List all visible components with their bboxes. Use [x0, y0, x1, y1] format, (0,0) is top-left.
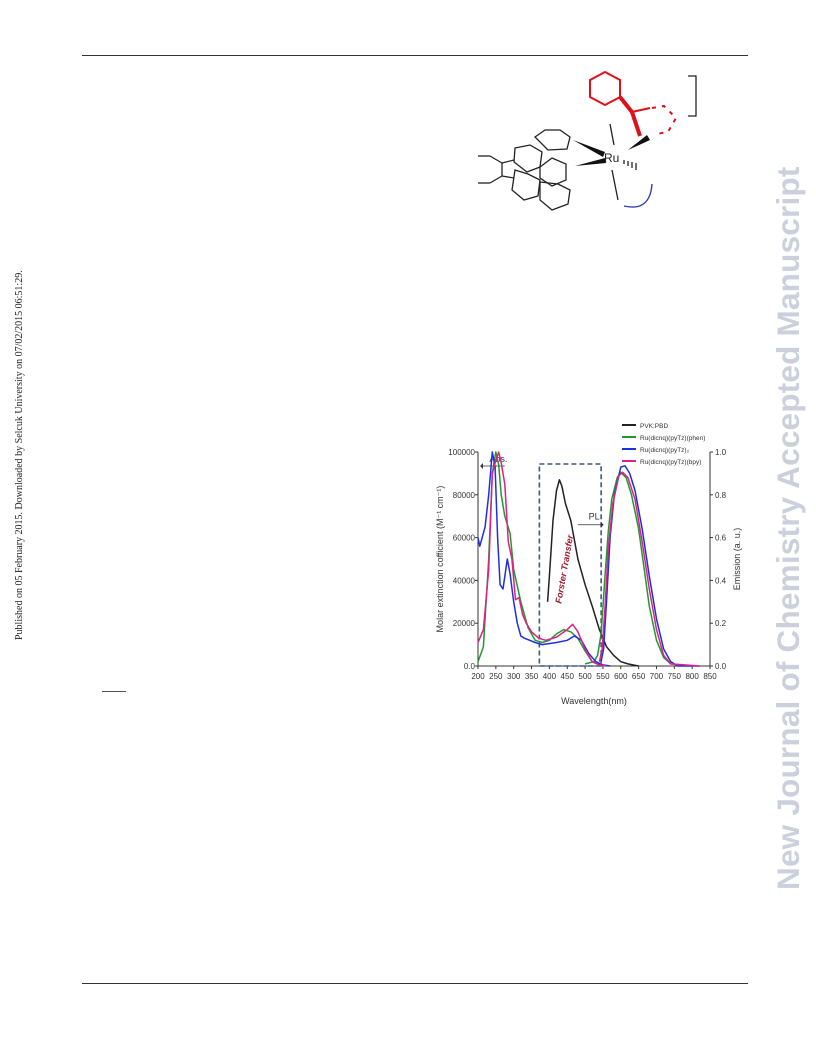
- x-axis-label: Wavelength(nm): [561, 696, 627, 706]
- header-rule: [82, 55, 748, 56]
- cyano-bond: [489, 175, 503, 184]
- highlight-bond: [618, 95, 634, 114]
- ruthenium-label: Ru: [604, 151, 619, 165]
- pl-arrowhead: [600, 521, 604, 528]
- bottom-pyridine-ring: [539, 181, 571, 211]
- x-tick-label: 350: [525, 672, 539, 681]
- x-tick-label: 850: [703, 672, 717, 681]
- x-tick-label: 200: [471, 672, 485, 681]
- wedge-bond: [575, 158, 606, 166]
- series-line-6: [598, 471, 700, 667]
- legend-label: Ru(dicnq)(pyTz)(bpy): [640, 459, 701, 466]
- cyano-bond: [501, 159, 515, 164]
- x-tick-label: 550: [596, 672, 610, 681]
- y2-tick-label: 0.6: [715, 534, 727, 543]
- hashed-bond: [623, 160, 637, 170]
- forster-transfer-label: Forster Transfer: [553, 534, 575, 605]
- forster-transfer-box: [538, 463, 602, 667]
- pl-annotation: PL: [589, 511, 600, 521]
- series-line-0: [546, 479, 639, 667]
- ru-bond: [611, 169, 619, 201]
- x-tick-label: 600: [614, 672, 628, 681]
- series-line-3: [477, 451, 611, 667]
- series-line-2: [584, 471, 693, 667]
- y-tick-label: 20000: [453, 619, 476, 628]
- y2-tick-label: 0.8: [715, 491, 727, 500]
- abs-arrowhead: [480, 463, 483, 469]
- footer-rule: [82, 983, 748, 984]
- wedge-bond: [573, 140, 605, 157]
- x-tick-label: 650: [632, 672, 646, 681]
- legend-label: Ru(dicnq)(pyTz)₂: [640, 447, 690, 454]
- y2-tick-label: 1.0: [715, 448, 727, 457]
- lower-aromatic-ring: [511, 169, 541, 201]
- y2-axis-label: Emission (a. u.): [732, 528, 742, 591]
- y-tick-label: 100000: [448, 448, 475, 457]
- y-tick-label: 40000: [453, 576, 476, 585]
- x-tick-label: 250: [489, 672, 503, 681]
- cyano-bond: [489, 155, 503, 164]
- wedge-bond: [628, 135, 650, 150]
- abs-annotation: Abs.: [489, 454, 507, 464]
- x-tick-label: 500: [578, 672, 592, 681]
- x-tick-label: 750: [668, 672, 682, 681]
- y-tick-label: 0.0: [464, 662, 476, 671]
- y-axis-label: Molar extinction cofficient (M⁻¹ cm⁻¹): [435, 486, 445, 633]
- y-tick-label: 60000: [453, 534, 476, 543]
- legend-label: Ru(dicnq)(pyTz)(phen): [640, 435, 705, 442]
- y2-tick-label: 0.0: [715, 662, 727, 671]
- series-line-1: [477, 451, 607, 667]
- cyano-bond: [501, 175, 515, 179]
- central-ring: [539, 157, 567, 187]
- top-pyridine-ring: [533, 129, 571, 151]
- y2-tick-label: 0.2: [715, 619, 727, 628]
- x-tick-label: 450: [561, 672, 575, 681]
- highlight-bond: [630, 111, 642, 137]
- y-tick-label: 80000: [453, 491, 476, 500]
- x-tick-label: 400: [543, 672, 557, 681]
- highlight-bond: [631, 107, 651, 113]
- series-line-4: [600, 465, 700, 667]
- x-tick-label: 300: [507, 672, 521, 681]
- legend-label: PVK:PBD: [640, 423, 668, 430]
- complex-bracket: [688, 75, 697, 117]
- footnote-rule: [102, 691, 126, 692]
- chelate-arc: [623, 183, 653, 208]
- y2-tick-label: 0.4: [715, 576, 727, 585]
- x-tick-label: 700: [650, 672, 664, 681]
- x-tick-label: 800: [685, 672, 699, 681]
- series-line-5: [477, 451, 607, 667]
- ru-bond: [609, 123, 615, 146]
